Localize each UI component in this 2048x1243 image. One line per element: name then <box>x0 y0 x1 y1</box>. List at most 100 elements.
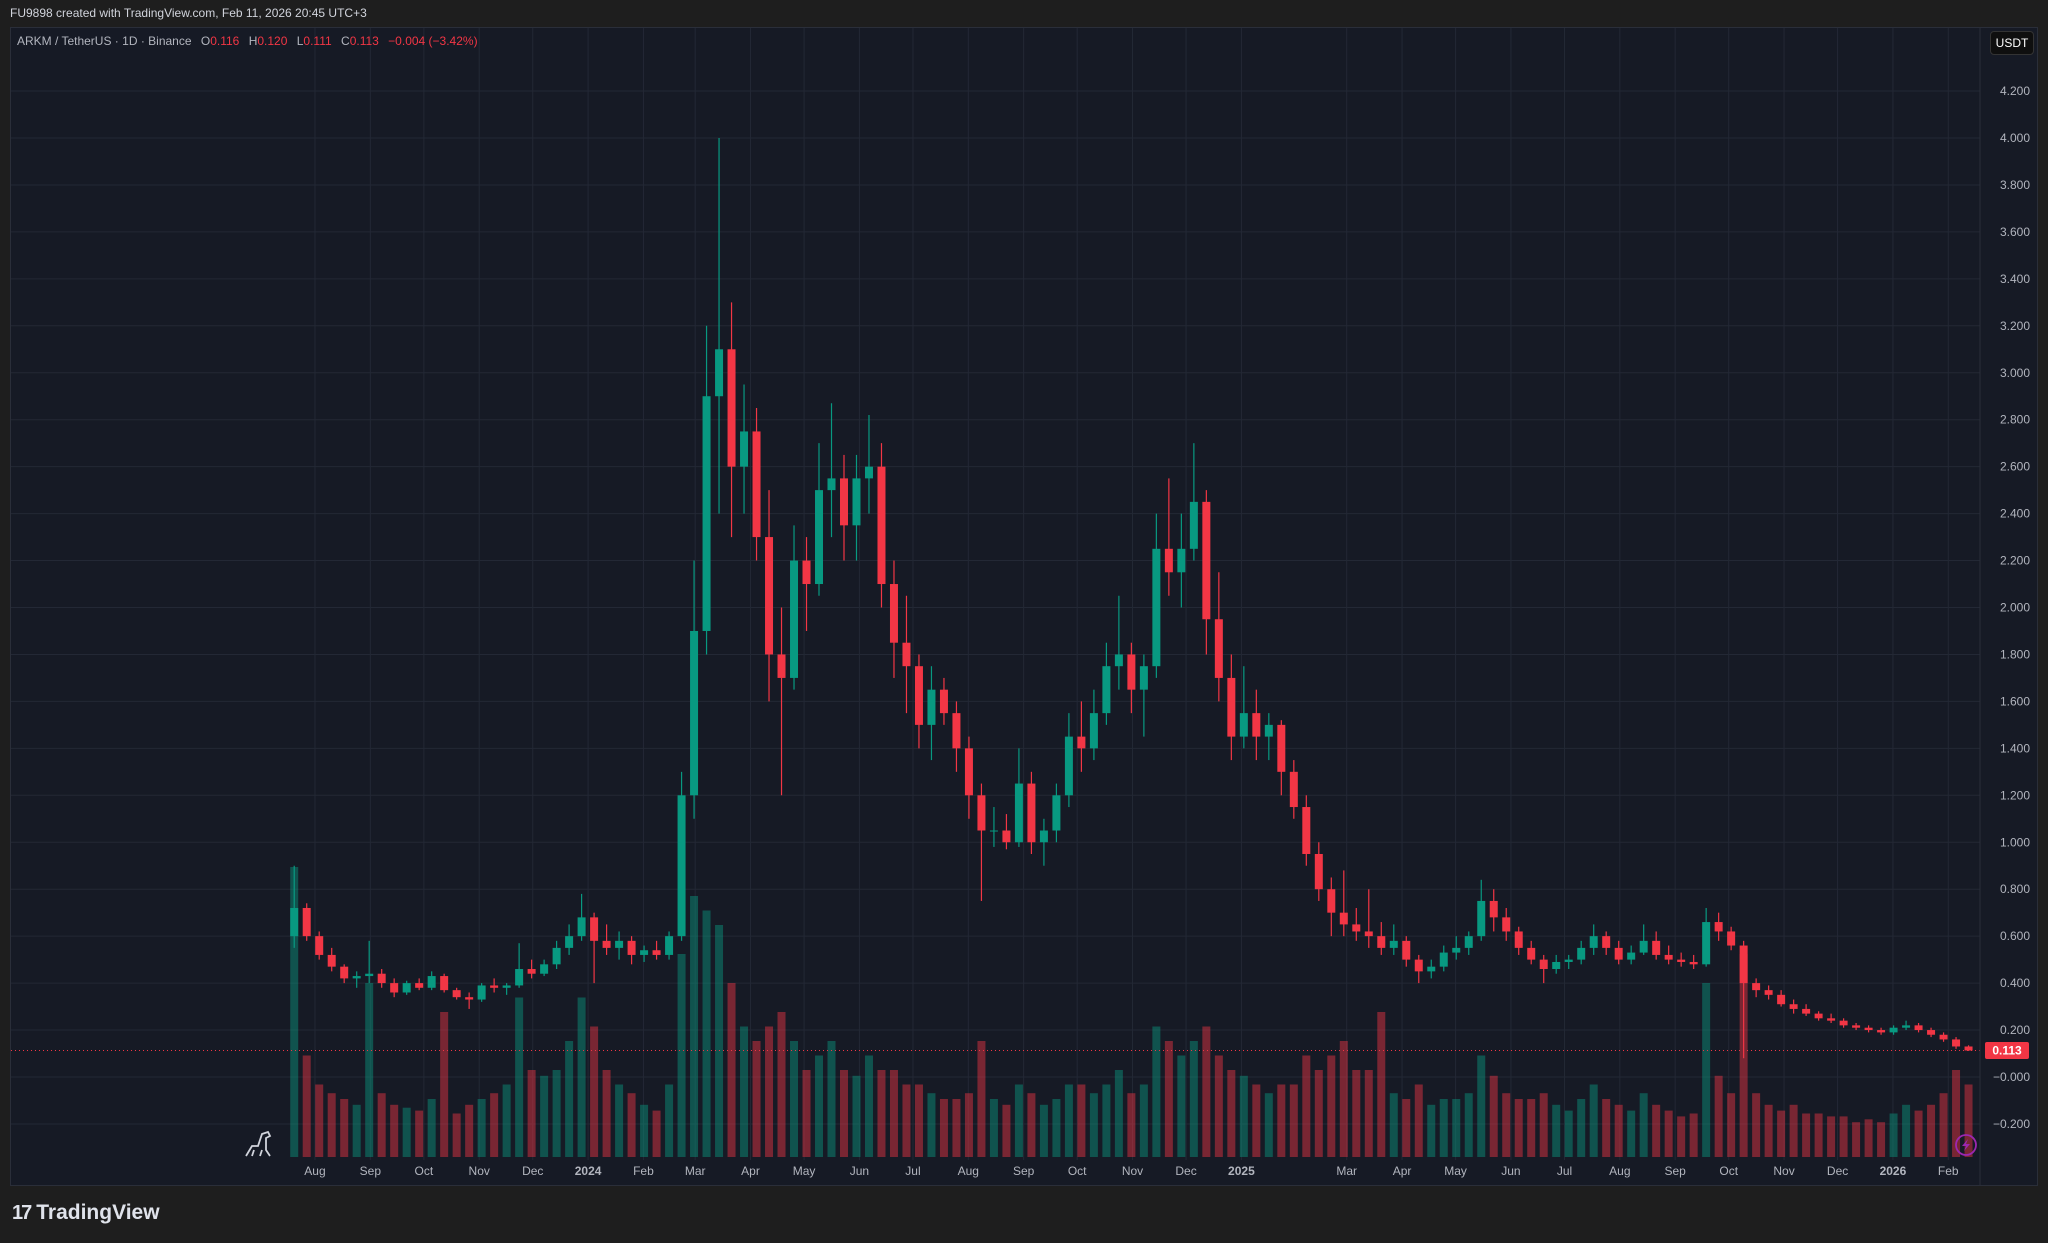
volume-bar <box>1652 1104 1661 1157</box>
candle-body <box>1739 945 1748 984</box>
candle-body <box>914 666 923 725</box>
time-tick-label: Sep <box>360 1164 382 1178</box>
price-tick-label: 1.200 <box>2000 788 2030 802</box>
candle-body <box>1902 1025 1911 1028</box>
volume-bar <box>777 1012 786 1157</box>
volume-bar <box>1627 1110 1636 1157</box>
lightning-icon[interactable] <box>1955 1134 1977 1156</box>
candle-body <box>340 966 349 979</box>
volume-bar <box>1639 1093 1648 1157</box>
dinosaur-icon[interactable] <box>245 1130 272 1157</box>
candle-body <box>1314 853 1323 890</box>
candle-body <box>1102 666 1111 714</box>
candle-body <box>352 976 361 979</box>
candle-body <box>1927 1030 1936 1035</box>
candle-body <box>827 478 836 491</box>
time-tick-label: Sep <box>1013 1164 1035 1178</box>
candle-body <box>1564 959 1573 962</box>
candle-body <box>1302 807 1311 854</box>
candle-body <box>1864 1027 1873 1031</box>
volume-bar <box>1377 1012 1386 1157</box>
volume-bar <box>1714 1075 1723 1157</box>
candle-body <box>1014 783 1023 843</box>
candle-body <box>1089 713 1098 749</box>
volume-bar <box>1727 1093 1736 1157</box>
time-tick-label: Apr <box>1393 1164 1412 1178</box>
time-tick-label: 2026 <box>1880 1164 1907 1178</box>
volume-bar <box>1077 1084 1086 1157</box>
volume-bar <box>1952 1070 1961 1157</box>
candle-body <box>1264 724 1273 737</box>
volume-bar <box>715 925 724 1157</box>
candle-body <box>1477 900 1486 937</box>
volume-bar <box>1214 1055 1223 1157</box>
volume-bar <box>1027 1093 1036 1157</box>
price-tick-label: 1.400 <box>2000 741 2030 755</box>
candle-body <box>1377 936 1386 948</box>
candle-body <box>1464 936 1473 948</box>
time-tick-label: Sep <box>1664 1164 1686 1178</box>
price-tick-label: 2.200 <box>2000 554 2030 568</box>
candle-body <box>1714 922 1723 932</box>
tradingview-logo-icon: 17 <box>12 1201 32 1224</box>
time-tick-label: Jun <box>850 1164 869 1178</box>
last-price-badge: 0.113 <box>1985 1041 2029 1059</box>
candle-body <box>602 940 611 948</box>
volume-bar <box>1277 1084 1286 1157</box>
time-axis: Aug Sep Oct Nov Dec 2024 Feb Mar Apr May Jun Jul Aug… <box>304 1164 1959 1178</box>
candle-body <box>927 689 936 725</box>
candle-body <box>1064 736 1073 796</box>
volume-bar <box>1202 1026 1211 1157</box>
volume-bar <box>340 1099 349 1157</box>
volume-bar <box>1864 1119 1873 1157</box>
candle-body <box>1339 912 1348 925</box>
candle-body <box>1164 548 1173 573</box>
change-value: −0.004 (−3.42%) <box>388 34 478 48</box>
time-tick-label: Dec <box>1827 1164 1848 1178</box>
symbol-title[interactable]: ARKM / TetherUS · 1D · Binance <box>17 34 192 48</box>
volume-bar <box>752 1041 761 1157</box>
volume-bar <box>1314 1070 1323 1157</box>
candle-body <box>1652 940 1661 955</box>
candle-body <box>1602 936 1611 948</box>
low-label: L <box>296 34 304 48</box>
time-tick-label: Oct <box>1068 1164 1087 1178</box>
candle-body <box>1539 959 1548 970</box>
candle-body <box>839 478 848 526</box>
candle-body <box>1152 548 1161 667</box>
volume-bar <box>927 1093 936 1157</box>
candle-body <box>1364 931 1373 937</box>
candle-body <box>1689 961 1698 965</box>
tradingview-logo[interactable]: 17 TradingView <box>12 1201 160 1225</box>
volume-bar <box>702 910 711 1157</box>
volume-bar <box>1614 1104 1623 1157</box>
candle-body <box>1252 713 1261 737</box>
candle-body <box>752 431 761 538</box>
candle-body <box>465 997 474 1000</box>
volume-bar <box>1452 1099 1461 1157</box>
volume-bar <box>1677 1116 1686 1157</box>
candle-body <box>1814 1013 1823 1019</box>
volume-bar <box>827 1041 836 1157</box>
candle-body <box>1214 619 1223 678</box>
volume-bar <box>540 1075 549 1157</box>
volume-bar <box>1064 1084 1073 1157</box>
volume-bar <box>452 1113 461 1157</box>
volume-bar <box>1227 1070 1236 1157</box>
candle-body <box>515 969 524 986</box>
candle-body <box>565 936 574 948</box>
candle-body <box>1614 947 1623 960</box>
volume-bar <box>1489 1075 1498 1157</box>
volume-bar <box>1414 1084 1423 1157</box>
volume-bar <box>602 1070 611 1157</box>
volume-bar <box>1127 1093 1136 1157</box>
volume-bar <box>864 1055 873 1157</box>
grid <box>11 28 1980 1160</box>
volume-bar <box>1352 1070 1361 1157</box>
volume-bar <box>1164 1041 1173 1157</box>
currency-button[interactable]: USDT <box>1990 31 2034 55</box>
candle-body <box>1527 947 1536 960</box>
volume-bar <box>352 1104 361 1157</box>
time-tick-label: Nov <box>469 1164 490 1178</box>
